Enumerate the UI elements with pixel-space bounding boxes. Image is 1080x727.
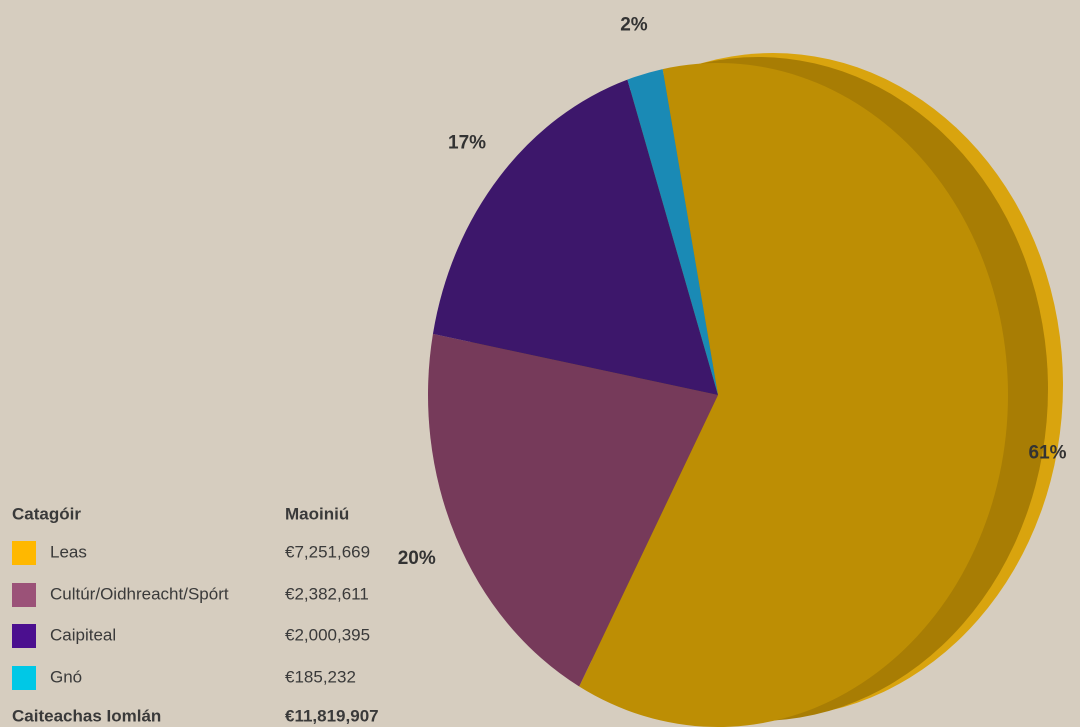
data-label: 17% — [448, 133, 486, 154]
data-label: 20% — [398, 548, 436, 569]
amount: €7,251,669 — [285, 542, 370, 561]
pie-slice — [627, 69, 718, 395]
legend-label: Caipiteal — [50, 625, 116, 644]
total-value: €11,819,907 — [285, 706, 379, 725]
table-header: Catagóir — [12, 504, 81, 523]
legend-label: Leas — [50, 542, 87, 561]
pie-slice — [432, 79, 718, 395]
data-label: 61% — [1029, 442, 1067, 463]
total-label: Caiteachas Iomlán — [12, 706, 161, 725]
legend-label: Cultúr/Oidhreacht/Spórt — [50, 584, 229, 603]
amount: €185,232 — [285, 667, 356, 686]
data-label: 2% — [620, 15, 648, 36]
pie — [428, 53, 1063, 727]
legend-swatch — [12, 583, 36, 607]
table-header: Maoiniú — [285, 504, 349, 523]
amount: €2,382,611 — [285, 584, 369, 603]
amount: €2,000,395 — [285, 625, 370, 644]
legend-label: Gnó — [50, 667, 82, 686]
pie-slice — [579, 63, 1008, 727]
pie-slice — [428, 333, 718, 687]
legend-swatch — [12, 541, 36, 565]
legend-swatch — [12, 624, 36, 648]
legend-swatch — [12, 666, 36, 690]
